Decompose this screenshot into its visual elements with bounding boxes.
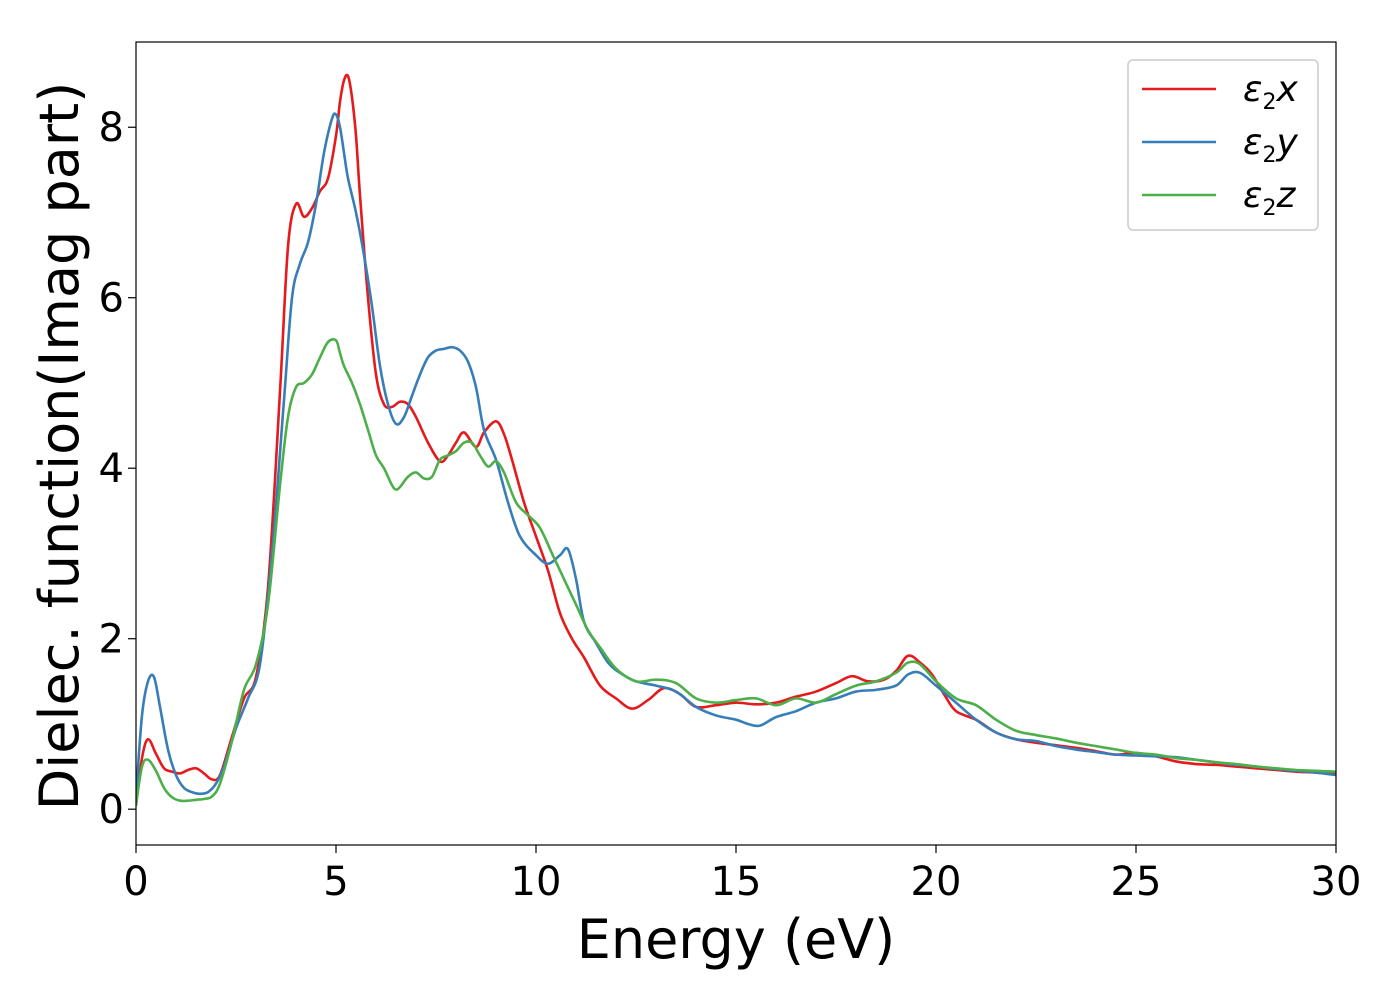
x-tick-label: 5 xyxy=(323,859,348,905)
x-tick-label: 0 xyxy=(123,859,148,905)
x-axis: 0 5 10 15 20 25 30 xyxy=(123,845,1361,905)
y-tick-label: 2 xyxy=(99,617,124,663)
x-tick-label: 30 xyxy=(1311,859,1362,905)
legend-label-x: ε2x xyxy=(1243,69,1298,115)
x-tick-label: 25 xyxy=(1111,859,1162,905)
series-line-z xyxy=(136,338,1336,807)
legend: ε2x ε2y ε2z xyxy=(1127,59,1319,231)
x-tick-label: 10 xyxy=(511,859,562,905)
y-tick-label: 4 xyxy=(99,446,124,492)
x-tick-label: 20 xyxy=(911,859,962,905)
y-tick-label: 6 xyxy=(99,276,124,322)
series-layer xyxy=(136,73,1336,807)
y-tick-label: 0 xyxy=(99,787,124,833)
x-axis-label: Energy (eV) xyxy=(577,908,896,971)
y-axis-label: Dielec. function(Imag part) xyxy=(28,82,91,811)
x-tick-label: 15 xyxy=(711,859,762,905)
legend-label-y: ε2y xyxy=(1243,122,1298,168)
legend-frame xyxy=(1127,59,1319,231)
y-axis: 0 2 4 6 8 xyxy=(99,105,136,833)
legend-label-z: ε2z xyxy=(1243,175,1296,221)
y-tick-label: 8 xyxy=(99,105,124,151)
